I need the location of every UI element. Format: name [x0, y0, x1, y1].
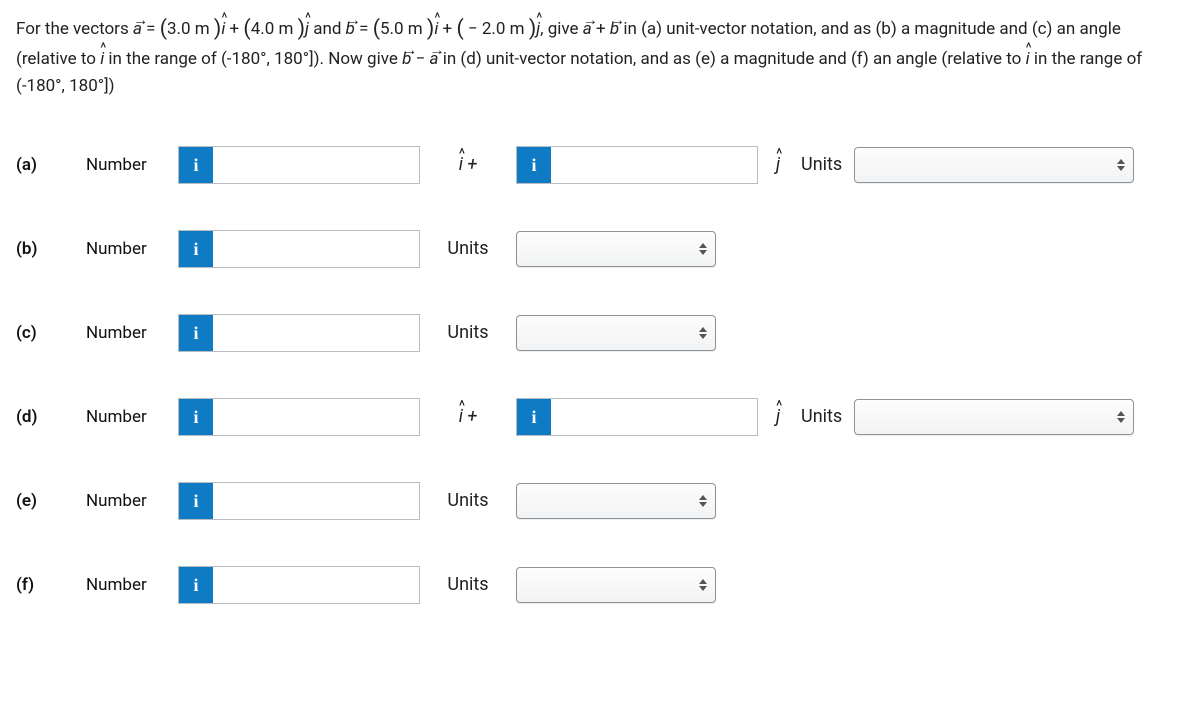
info-icon[interactable]: i	[179, 567, 213, 603]
select-c-units[interactable]	[516, 315, 716, 351]
input-group-a-i: i	[178, 146, 420, 184]
info-icon[interactable]: i	[517, 399, 551, 435]
input-d-j[interactable]	[551, 399, 757, 435]
select-wrap-e-units	[516, 483, 716, 519]
answer-rows: (a) Number i i + i j Units (b) Number i …	[16, 144, 1184, 606]
part-label-b: (b)	[16, 236, 68, 263]
number-label: Number	[86, 320, 160, 347]
row-c: (c) Number i Units	[16, 312, 1184, 354]
vector-b: →b	[346, 16, 355, 43]
select-e-units[interactable]	[516, 483, 716, 519]
select-wrap-c-units	[516, 315, 716, 351]
j-hat-units: j Units	[776, 151, 836, 180]
row-a: (a) Number i i + i j Units	[16, 144, 1184, 186]
input-group-b: i	[178, 230, 420, 268]
i-hat-plus: i +	[438, 151, 498, 180]
input-group-d-i: i	[178, 398, 420, 436]
part-label-a: (a)	[16, 152, 68, 179]
select-wrap-b-units	[516, 231, 716, 267]
input-group-e: i	[178, 482, 420, 520]
part-label-e: (e)	[16, 488, 68, 515]
part-label-d: (d)	[16, 404, 68, 431]
question-prefix: For the vectors	[16, 19, 133, 39]
j-hat-units: j Units	[776, 403, 836, 432]
number-label: Number	[86, 152, 160, 179]
select-wrap-d-units	[854, 399, 1134, 435]
select-wrap-f-units	[516, 567, 716, 603]
row-e: (e) Number i Units	[16, 480, 1184, 522]
row-f: (f) Number i Units	[16, 564, 1184, 606]
units-label: Units	[438, 487, 498, 516]
select-f-units[interactable]	[516, 567, 716, 603]
input-a-i[interactable]	[213, 147, 419, 183]
input-group-f: i	[178, 566, 420, 604]
input-e[interactable]	[213, 483, 419, 519]
select-a-units[interactable]	[854, 147, 1134, 183]
part-label-c: (c)	[16, 320, 68, 347]
vector-a: →a	[133, 16, 142, 43]
row-d: (d) Number i i + i j Units	[16, 396, 1184, 438]
select-d-units[interactable]	[854, 399, 1134, 435]
question-text: For the vectors →a = (3.0 m )i + (4.0 m …	[16, 12, 1184, 100]
number-label: Number	[86, 572, 160, 599]
input-f[interactable]	[213, 567, 419, 603]
info-icon[interactable]: i	[179, 399, 213, 435]
select-b-units[interactable]	[516, 231, 716, 267]
number-label: Number	[86, 236, 160, 263]
info-icon[interactable]: i	[179, 231, 213, 267]
info-icon[interactable]: i	[517, 147, 551, 183]
number-label: Number	[86, 404, 160, 431]
input-group-c: i	[178, 314, 420, 352]
units-label: Units	[438, 571, 498, 600]
units-label: Units	[438, 235, 498, 264]
info-icon[interactable]: i	[179, 147, 213, 183]
units-label: Units	[438, 319, 498, 348]
i-hat-plus: i +	[438, 403, 498, 432]
input-b[interactable]	[213, 231, 419, 267]
input-group-d-j: i	[516, 398, 758, 436]
number-label: Number	[86, 488, 160, 515]
input-group-a-j: i	[516, 146, 758, 184]
info-icon[interactable]: i	[179, 483, 213, 519]
row-b: (b) Number i Units	[16, 228, 1184, 270]
input-d-i[interactable]	[213, 399, 419, 435]
input-c[interactable]	[213, 315, 419, 351]
input-a-j[interactable]	[551, 147, 757, 183]
part-label-f: (f)	[16, 572, 68, 599]
info-icon[interactable]: i	[179, 315, 213, 351]
select-wrap-a-units	[854, 147, 1134, 183]
